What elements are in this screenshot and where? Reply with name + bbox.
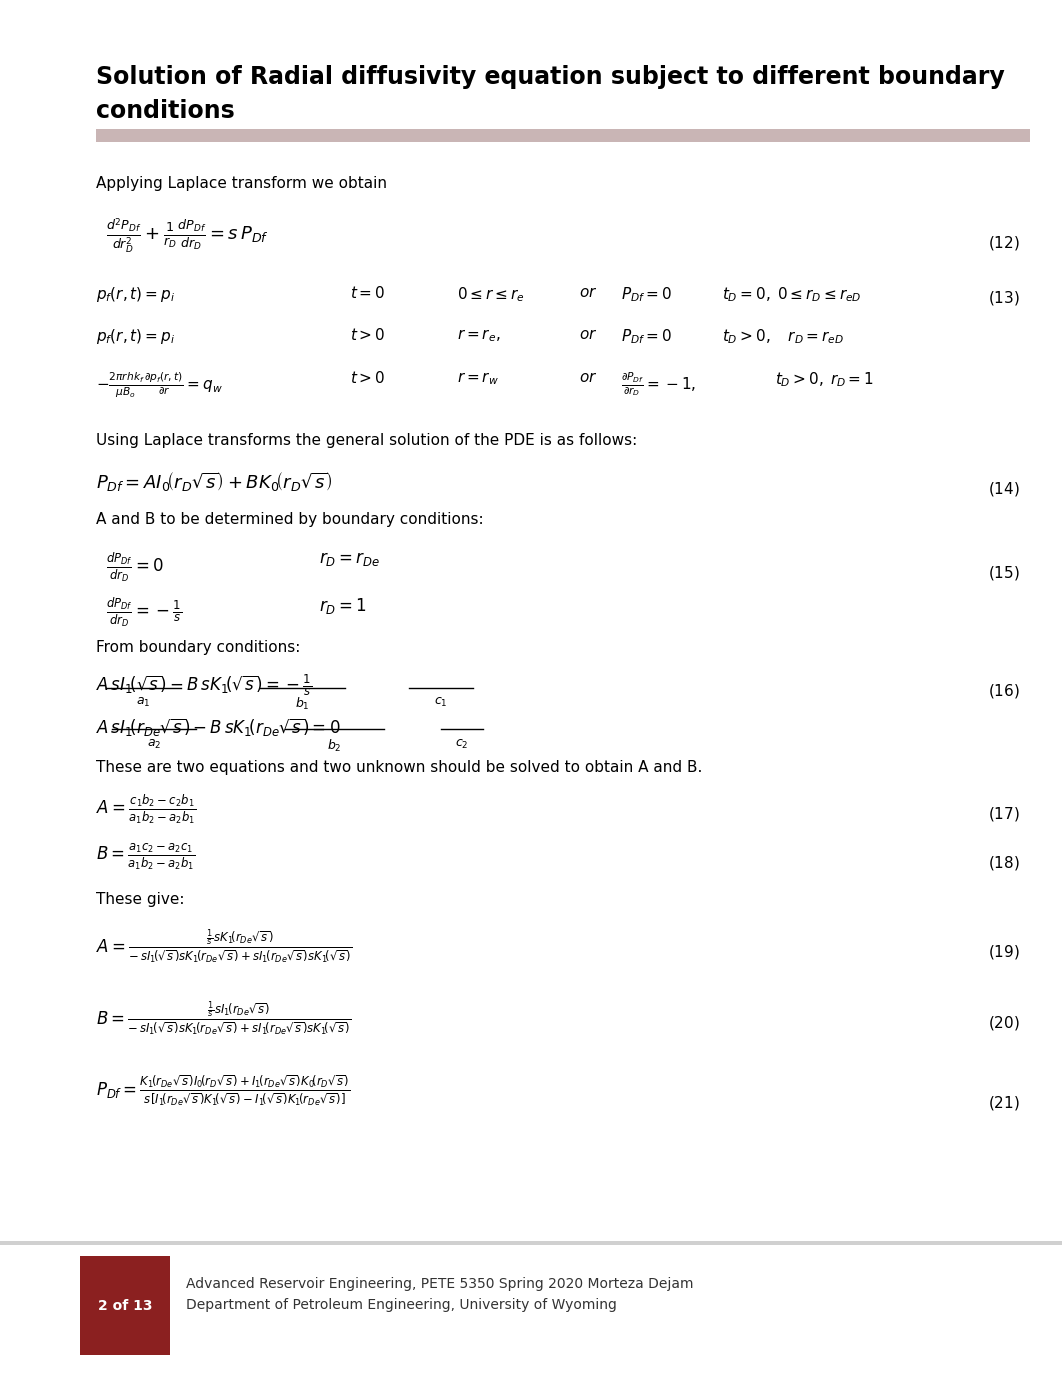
Text: These are two equations and two unknown should be solved to obtain A and B.: These are two equations and two unknown … xyxy=(96,760,702,775)
FancyBboxPatch shape xyxy=(0,1241,1062,1245)
Text: $(13)$: $(13)$ xyxy=(988,289,1020,307)
Text: $A = \frac{c_1 b_2 - c_2 b_1}{a_1 b_2 - a_2 b_1}$: $A = \frac{c_1 b_2 - c_2 b_1}{a_1 b_2 - … xyxy=(96,793,195,826)
Text: $P_{Df} = AI_0\!\left(r_D\sqrt{s}\right) + BK_0\!\left(r_D\sqrt{s}\right)$: $P_{Df} = AI_0\!\left(r_D\sqrt{s}\right)… xyxy=(96,471,332,494)
Text: $(17)$: $(17)$ xyxy=(988,805,1020,823)
Text: $P_{Df} = 0$: $P_{Df} = 0$ xyxy=(621,327,672,347)
Text: $a_2$: $a_2$ xyxy=(147,738,161,751)
Text: $t_D = 0,\; 0 \leq r_D \leq r_{eD}$: $t_D = 0,\; 0 \leq r_D \leq r_{eD}$ xyxy=(722,285,861,304)
Text: $A\,s I_1\!\left(r_{De}\sqrt{s}\right) - B\,s K_1\!\left(r_{De}\sqrt{s}\right) =: $A\,s I_1\!\left(r_{De}\sqrt{s}\right) -… xyxy=(96,716,340,738)
Text: 2 of 13: 2 of 13 xyxy=(98,1299,152,1313)
Text: $b_2$: $b_2$ xyxy=(327,738,342,754)
Text: $r_D = 1$: $r_D = 1$ xyxy=(319,596,366,616)
Text: $t > 0$: $t > 0$ xyxy=(350,327,386,344)
Text: $A = \frac{\frac{1}{s} s K_1\!\left(r_{De}\sqrt{s}\right)}{-\,s I_1\!\left(\sqrt: $A = \frac{\frac{1}{s} s K_1\!\left(r_{D… xyxy=(96,927,352,966)
Text: $(12)$: $(12)$ xyxy=(988,234,1020,252)
Text: $(14)$: $(14)$ xyxy=(988,480,1020,498)
Text: $(19)$: $(19)$ xyxy=(988,943,1020,960)
Text: $t_D > 0, \quad r_D = r_{eD}$: $t_D > 0, \quad r_D = r_{eD}$ xyxy=(722,327,844,347)
Text: $r = r_e,$: $r = r_e,$ xyxy=(457,327,500,344)
Text: $(15)$: $(15)$ xyxy=(988,564,1020,582)
Text: A and B to be determined by boundary conditions:: A and B to be determined by boundary con… xyxy=(96,512,483,527)
Text: $P_{Df} = \frac{K_1\!\left(r_{De}\sqrt{s}\right) I_0\!\left(r_D\sqrt{s}\right) +: $P_{Df} = \frac{K_1\!\left(r_{De}\sqrt{s… xyxy=(96,1073,350,1108)
Text: $c_2$: $c_2$ xyxy=(456,738,468,751)
Text: $\frac{\partial P_{Df}}{\partial r_D} = -1,$: $\frac{\partial P_{Df}}{\partial r_D} = … xyxy=(621,370,697,398)
Text: $\frac{dP_{Df}}{dr_D} = -\frac{1}{s}$: $\frac{dP_{Df}}{dr_D} = -\frac{1}{s}$ xyxy=(106,596,183,629)
Text: $t_D > 0, \; r_D = 1$: $t_D > 0, \; r_D = 1$ xyxy=(775,370,874,389)
Text: $p_f(r,t) = p_i$: $p_f(r,t) = p_i$ xyxy=(96,285,175,304)
Text: Advanced Reservoir Engineering, PETE 5350 Spring 2020 Morteza Dejam
Department o: Advanced Reservoir Engineering, PETE 535… xyxy=(186,1277,693,1311)
Text: $(18)$: $(18)$ xyxy=(988,854,1020,872)
Text: $B = \frac{\frac{1}{s} s I_1\!\left(r_{De}\sqrt{s}\right)}{-\,s I_1\!\left(\sqrt: $B = \frac{\frac{1}{s} s I_1\!\left(r_{D… xyxy=(96,999,352,1038)
Text: Solution of Radial diffusivity equation subject to different boundary: Solution of Radial diffusivity equation … xyxy=(96,65,1005,88)
Text: Using Laplace transforms the general solution of the PDE is as follows:: Using Laplace transforms the general sol… xyxy=(96,433,637,449)
Text: $P_{Df} = 0$: $P_{Df} = 0$ xyxy=(621,285,672,304)
Text: $or$: $or$ xyxy=(579,285,597,300)
Text: $(21)$: $(21)$ xyxy=(988,1094,1020,1112)
Text: conditions: conditions xyxy=(96,99,235,122)
Text: $(20)$: $(20)$ xyxy=(988,1014,1020,1032)
Text: $or$: $or$ xyxy=(579,370,597,385)
Text: $or$: $or$ xyxy=(579,327,597,343)
FancyBboxPatch shape xyxy=(96,129,1030,142)
Text: $t = 0$: $t = 0$ xyxy=(350,285,386,301)
Text: $t > 0$: $t > 0$ xyxy=(350,370,386,387)
Text: These give:: These give: xyxy=(96,892,184,907)
Text: $b_1$: $b_1$ xyxy=(295,696,310,713)
Text: $0 \leq r \leq r_e$: $0 \leq r \leq r_e$ xyxy=(457,285,525,304)
Text: $c_1$: $c_1$ xyxy=(434,696,447,710)
Text: Applying Laplace transform we obtain: Applying Laplace transform we obtain xyxy=(96,176,387,191)
Text: $B = \frac{a_1 c_2 - a_2 c_1}{a_1 b_2 - a_2 b_1}$: $B = \frac{a_1 c_2 - a_2 c_1}{a_1 b_2 - … xyxy=(96,842,194,872)
Text: $-\frac{2\pi r h k_f}{\mu B_o}\frac{\partial p_f(r,t)}{\partial r} = q_w$: $-\frac{2\pi r h k_f}{\mu B_o}\frac{\par… xyxy=(96,370,222,399)
Text: $p_f(r,t) = p_i$: $p_f(r,t) = p_i$ xyxy=(96,327,175,347)
FancyBboxPatch shape xyxy=(80,1256,170,1355)
Text: $r = r_w$: $r = r_w$ xyxy=(457,370,499,387)
Text: From boundary conditions:: From boundary conditions: xyxy=(96,640,299,655)
Text: $r_D = r_{De}$: $r_D = r_{De}$ xyxy=(319,550,380,568)
Text: $(16)$: $(16)$ xyxy=(988,682,1020,700)
Text: $\frac{dP_{Df}}{dr_D} = 0$: $\frac{dP_{Df}}{dr_D} = 0$ xyxy=(106,550,164,583)
Text: $a_1$: $a_1$ xyxy=(136,696,151,710)
Text: $\frac{d^2 P_{Df}}{dr_D^2} + \frac{1}{r_D}\frac{dP_{Df}}{dr_D} = s\, P_{Df}$: $\frac{d^2 P_{Df}}{dr_D^2} + \frac{1}{r_… xyxy=(106,217,269,256)
Text: $A\,s I_1\!\left(\sqrt{s}\right) - B\,s K_1\!\left(\sqrt{s}\right) = -\frac{1}{s: $A\,s I_1\!\left(\sqrt{s}\right) - B\,s … xyxy=(96,673,311,698)
